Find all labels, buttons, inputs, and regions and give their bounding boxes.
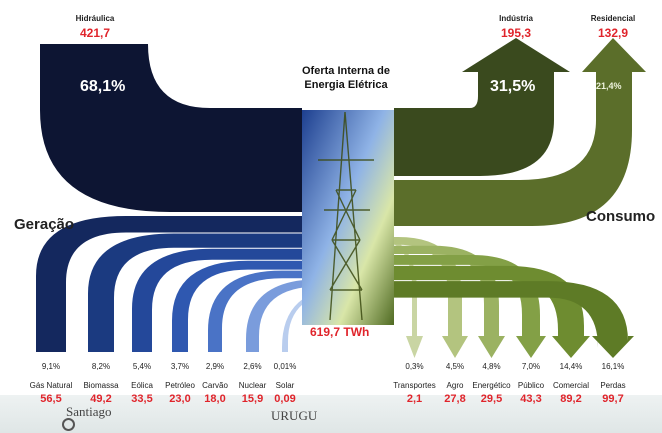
consumption-value-1: 27,8 <box>444 393 466 405</box>
generation-share-2: 5,4% <box>132 362 152 371</box>
consumption-name-4: Comercial <box>552 381 590 390</box>
consumption-flow-3 <box>394 254 546 358</box>
consumption-name-0: Transportes <box>393 381 436 390</box>
generation-name-1: Biomassa <box>83 381 119 390</box>
consumption-value-3: 43,3 <box>520 393 542 405</box>
center-title-line2: Energia Elétrica <box>304 79 388 91</box>
center-title-line1: Oferta Interna de <box>301 65 391 77</box>
residential-label: Residencial <box>590 14 636 23</box>
generation-flow-4 <box>208 270 302 352</box>
generation-value-1: 49,2 <box>90 393 112 405</box>
industry-flow <box>394 38 570 176</box>
industry-label: Indústria <box>499 14 533 23</box>
generation-side-label: Geração <box>14 216 75 233</box>
hydro-label: Hidráulica <box>75 14 115 23</box>
center-tower-image <box>302 110 394 325</box>
map-city-text: Santiago <box>66 404 112 419</box>
consumption-share-0: 0,3% <box>405 362 424 371</box>
generation-flow-5 <box>246 279 319 352</box>
hydro-flow <box>40 44 302 212</box>
generation-name-0: Gás Natural <box>29 381 73 390</box>
industry-value: 195,3 <box>500 26 532 40</box>
generation-name-4: Carvão <box>202 381 228 390</box>
generation-flow-3 <box>172 260 302 352</box>
center-title: Oferta Interna de Energia Elétrica <box>276 64 416 92</box>
generation-flow-0 <box>36 216 302 352</box>
consumption-name-2: Energético <box>472 381 511 390</box>
total-value: 619,7 TWh <box>310 325 370 339</box>
consumption-share-2: 4,8% <box>482 362 501 371</box>
consumption-value-0: 2,1 <box>406 393 423 405</box>
hydro-value: 421,7 <box>79 26 111 40</box>
map-city-marker-icon <box>62 418 75 431</box>
residential-value: 132,9 <box>597 26 629 40</box>
consumption-flow-5 <box>394 281 634 358</box>
residential-flow <box>394 38 646 226</box>
map-background <box>0 395 662 433</box>
generation-name-6: Solar <box>275 381 295 390</box>
generation-share-0: 9,1% <box>41 362 61 371</box>
consumption-side-label: Consumo <box>586 208 656 225</box>
generation-share-4: 2,9% <box>205 362 225 371</box>
generation-value-4: 18,0 <box>204 393 226 405</box>
consumption-share-3: 7,0% <box>521 362 541 371</box>
generation-value-0: 56,5 <box>40 393 62 405</box>
generation-name-5: Nuclear <box>238 381 267 390</box>
consumption-flow-4 <box>394 265 590 358</box>
consumption-flow-0 <box>362 232 423 358</box>
map-country-text: URUGU <box>271 408 318 423</box>
generation-flow-6 <box>282 287 348 352</box>
generation-value-6: 0,09 <box>274 393 296 405</box>
generation-name-2: Eólica <box>131 381 153 390</box>
consumption-share-1: 4,5% <box>445 362 465 371</box>
consumption-value-2: 29,5 <box>480 393 503 405</box>
generation-share-6: 0,01% <box>273 362 297 371</box>
generation-flow-1 <box>88 233 302 352</box>
hydro-share: 68,1% <box>80 78 126 95</box>
generation-flow-2 <box>132 248 302 352</box>
generation-value-2: 33,5 <box>131 393 153 405</box>
industry-share: 31,5% <box>490 78 536 95</box>
generation-share-3: 3,7% <box>170 362 190 371</box>
generation-value-5: 15,9 <box>241 393 264 405</box>
consumption-share-5: 16,1% <box>601 362 625 371</box>
consumption-name-3: Público <box>517 381 545 390</box>
generation-name-3: Petróleo <box>165 381 195 390</box>
consumption-value-4: 89,2 <box>560 393 582 405</box>
generation-share-5: 2,6% <box>243 362 262 371</box>
consumption-value-5: 99,7 <box>602 393 624 405</box>
residential-share: 21,4% <box>596 81 622 91</box>
consumption-name-1: Agro <box>446 381 464 390</box>
generation-share-1: 8,2% <box>91 362 111 371</box>
consumption-share-4: 14,4% <box>559 362 583 371</box>
consumption-name-5: Perdas <box>600 381 626 390</box>
generation-value-3: 23,0 <box>169 393 191 405</box>
